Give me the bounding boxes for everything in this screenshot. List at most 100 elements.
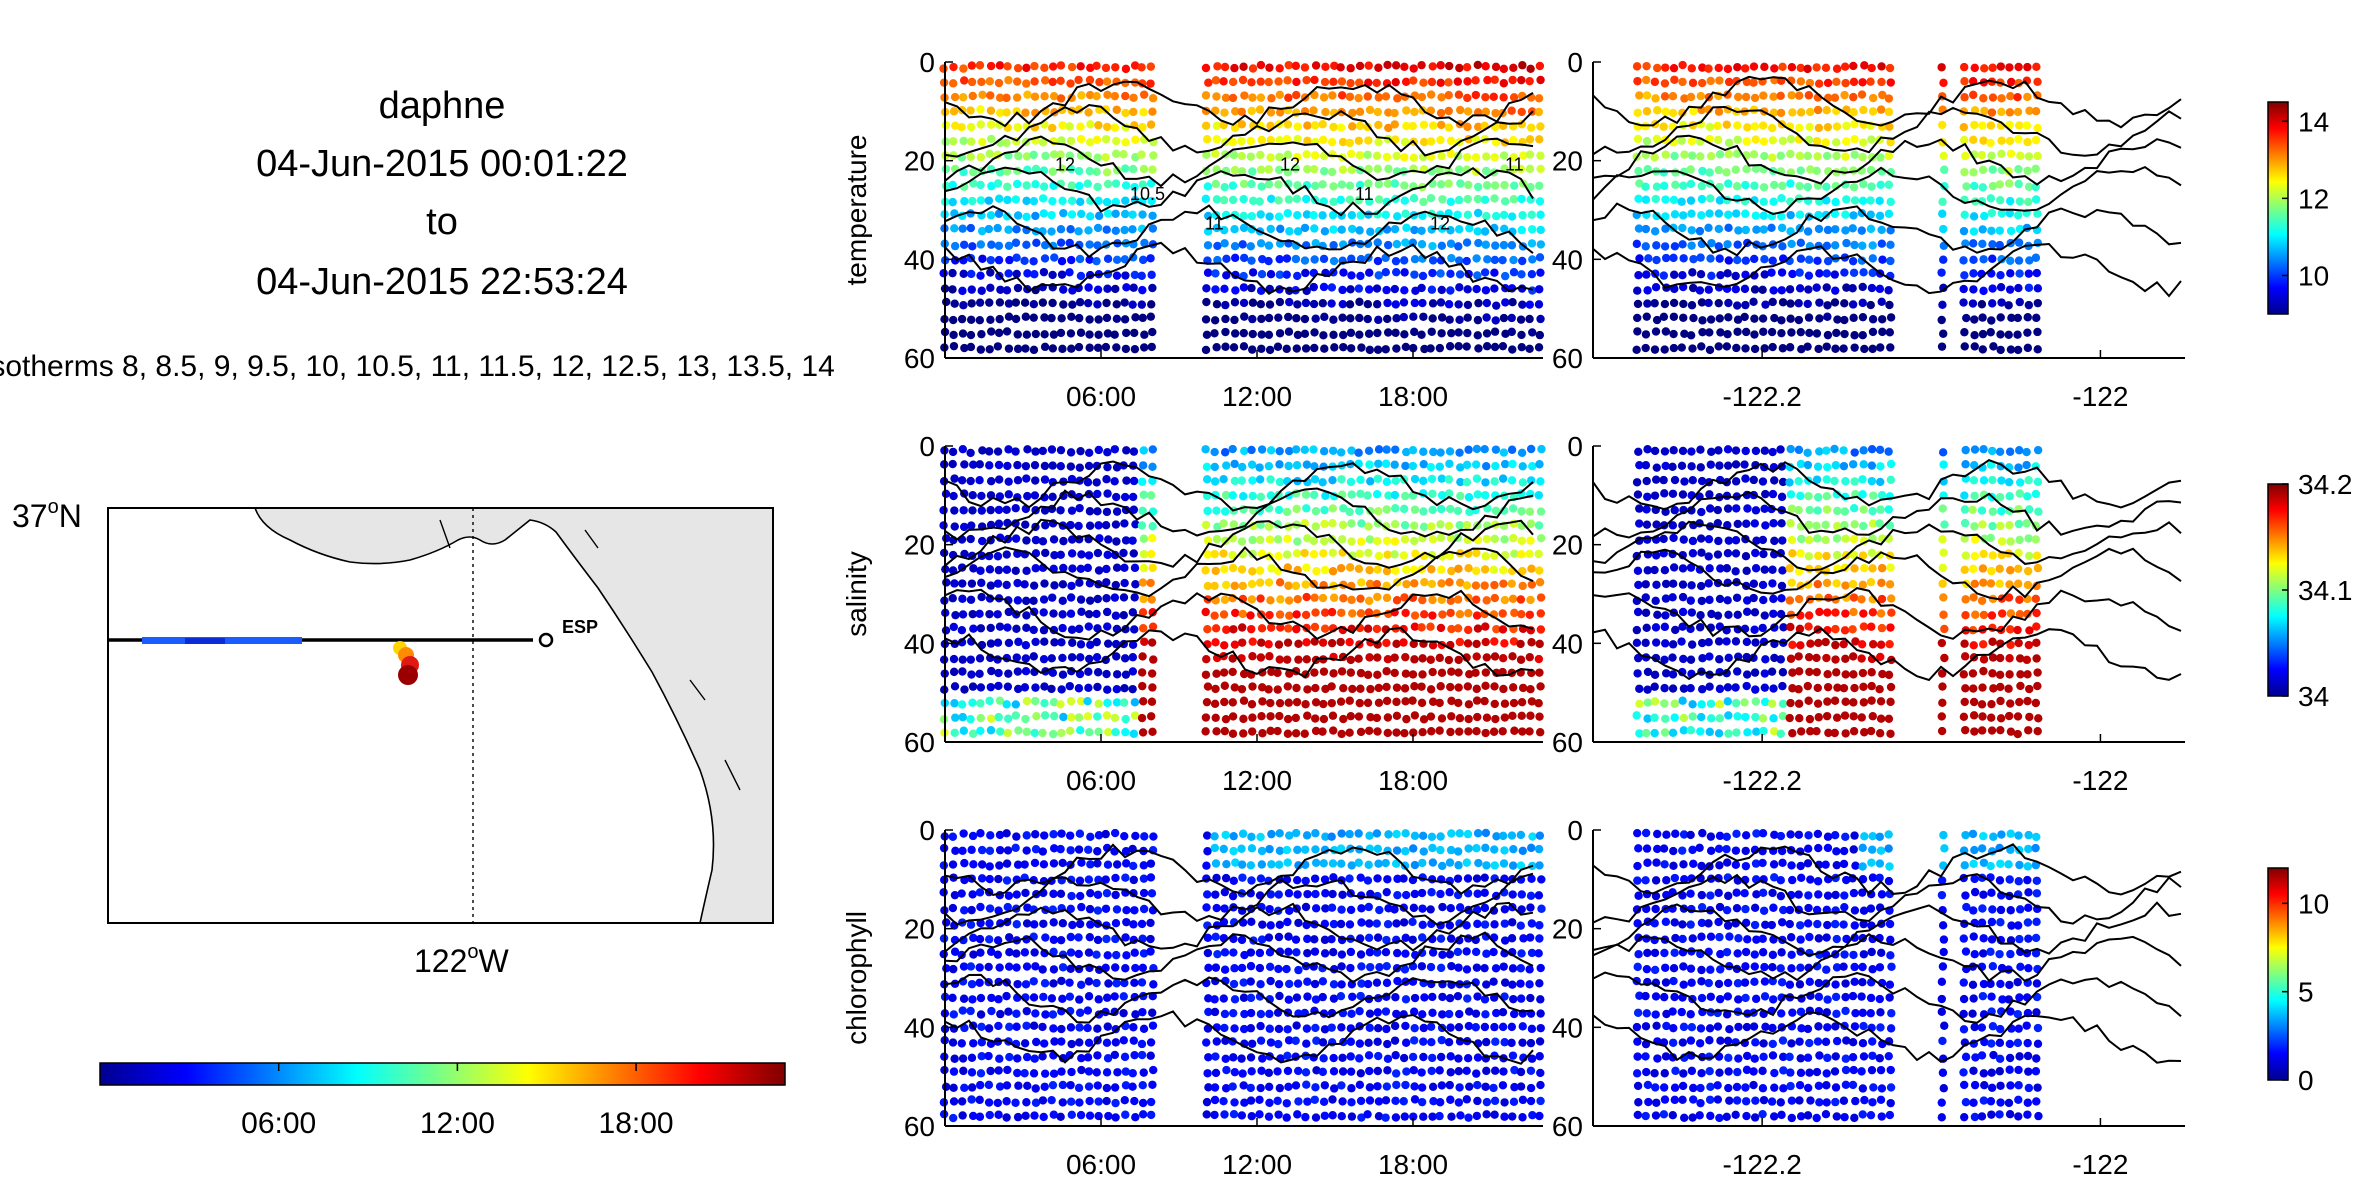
profile-point: [1146, 62, 1156, 71]
profile-point: [1778, 566, 1787, 575]
profile-point: [1778, 136, 1788, 146]
profile-point: [1029, 977, 1038, 986]
profile-point: [1986, 533, 1995, 543]
profile-point: [968, 831, 978, 841]
profile-point: [1247, 876, 1256, 885]
profile-point: [1705, 168, 1714, 177]
profile-point: [1319, 1054, 1328, 1063]
profile-point: [1083, 712, 1093, 721]
profile-point: [1939, 329, 1948, 338]
profile-point: [1400, 268, 1409, 277]
profile-point: [1084, 551, 1094, 560]
profile-point: [1660, 345, 1669, 354]
profile-point: [1804, 271, 1814, 280]
profile-point: [959, 269, 968, 279]
profile-point: [1029, 1021, 1039, 1030]
profile-point: [987, 134, 996, 144]
profile-point: [1491, 108, 1500, 118]
profile-point: [1731, 536, 1741, 545]
profile-point: [1997, 136, 2006, 145]
profile-point: [1995, 492, 2005, 502]
profile-point: [1642, 728, 1651, 738]
profile-point: [1537, 444, 1546, 454]
profile-point: [1482, 329, 1492, 338]
profile-point: [2004, 301, 2013, 310]
profile-point: [1696, 463, 1705, 472]
profile-point: [1877, 77, 1886, 87]
profile-point: [1669, 533, 1678, 543]
profile-point: [1347, 537, 1356, 546]
profile-point: [1867, 444, 1877, 454]
profile-point: [2025, 256, 2034, 265]
profile-point: [976, 713, 985, 723]
profile-point: [1678, 696, 1687, 705]
profile-point: [1822, 551, 1831, 561]
profile-point: [1137, 150, 1146, 159]
profile-point: [1301, 580, 1310, 589]
profile-point: [1230, 683, 1239, 692]
profile-point: [1056, 150, 1065, 159]
profile-point: [1743, 504, 1752, 513]
profile-point: [1338, 1097, 1347, 1106]
profile-point: [1246, 948, 1256, 957]
profile-point: [2006, 226, 2016, 236]
profile-point: [1995, 579, 2004, 588]
profile-point: [1866, 726, 1876, 736]
profile-point: [1830, 476, 1839, 486]
profile-point: [1454, 564, 1463, 573]
profile-point: [2023, 609, 2032, 619]
profile-point: [1139, 1068, 1148, 1077]
profile-point: [1210, 316, 1220, 325]
profile-point: [1283, 1051, 1292, 1060]
profile-point: [1139, 861, 1148, 870]
profile-point: [967, 61, 977, 70]
profile-point: [1534, 94, 1544, 103]
profile-point: [1732, 149, 1742, 158]
profile-point: [1084, 609, 1094, 619]
profile-point: [1454, 698, 1463, 708]
profile-point: [1148, 462, 1157, 472]
profile-point: [985, 846, 995, 855]
profile-point: [1417, 698, 1427, 708]
profile-point: [1961, 610, 1970, 620]
profile-point: [1093, 594, 1102, 604]
profile-point: [1076, 640, 1086, 649]
profile-point: [1660, 566, 1670, 575]
profile-point: [1732, 492, 1742, 501]
profile-point: [1204, 1083, 1213, 1092]
profile-point: [1750, 181, 1759, 190]
profile-point: [1776, 655, 1786, 664]
profile-point: [1086, 832, 1095, 841]
profile-point: [1741, 474, 1750, 483]
profile-point: [1038, 194, 1048, 203]
profile-point: [1011, 711, 1020, 720]
profile-point: [1687, 447, 1696, 456]
profile-point: [1110, 477, 1119, 486]
profile-point: [1724, 179, 1733, 188]
profile-point: [1768, 447, 1777, 457]
profile-point: [1310, 328, 1319, 337]
profile-point: [1938, 120, 1947, 130]
profile-point: [1057, 728, 1066, 738]
profile-point: [1345, 728, 1354, 737]
profile-point: [1777, 519, 1786, 528]
profile-point: [1338, 299, 1347, 309]
profile-point: [1812, 63, 1821, 72]
profile-point: [1240, 1009, 1249, 1019]
profile-point: [1049, 965, 1059, 974]
profile-point: [978, 90, 987, 100]
profile-point: [1714, 107, 1724, 116]
profile-point: [1960, 342, 1969, 351]
profile-point: [1831, 608, 1840, 617]
profile-point: [1526, 684, 1535, 694]
profile-point: [1014, 726, 1023, 735]
profile-point: [1291, 729, 1301, 738]
profile-point: [1713, 550, 1723, 559]
profile-point: [1230, 63, 1239, 73]
profile-point: [1040, 475, 1050, 484]
profile-point: [1417, 226, 1426, 235]
profile-point: [1392, 728, 1401, 737]
profile-point: [1390, 519, 1400, 529]
profile-point: [957, 314, 967, 324]
profile-point: [1849, 593, 1859, 602]
